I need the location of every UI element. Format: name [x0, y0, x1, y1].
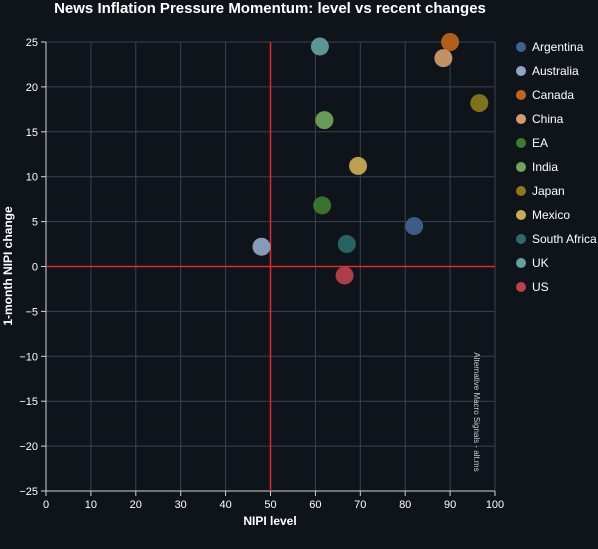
legend-label: South Africa: [532, 232, 597, 246]
legend-marker: [516, 114, 526, 124]
x-tick-label: 100: [486, 499, 504, 511]
legend-item-japan[interactable]: Japan: [516, 184, 565, 198]
y-tick-label: −5: [25, 306, 38, 318]
legend-marker: [516, 258, 526, 268]
x-axis-ticks: 0 10 20 30 40 50 60 70 80 90 100: [43, 491, 504, 511]
legend-marker: [516, 282, 526, 292]
legend-marker: [516, 66, 526, 76]
x-tick-label: 40: [219, 499, 231, 511]
legend: Argentina Australia Canada China EA India Japa…: [516, 40, 597, 294]
x-tick-label: 30: [175, 499, 187, 511]
legend-label: UK: [532, 256, 549, 270]
y-tick-label: −20: [19, 441, 38, 453]
y-tick-label: 25: [26, 37, 38, 49]
y-axis-title: 1-month NIPI change: [1, 206, 15, 326]
legend-marker: [516, 186, 526, 196]
legend-label: Japan: [532, 184, 565, 198]
y-tick-label: 10: [26, 172, 38, 184]
x-tick-label: 20: [130, 499, 142, 511]
chart-title: News Inflation Pressure Momentum: level …: [54, 0, 486, 17]
x-tick-label: 10: [85, 499, 97, 511]
legend-label: India: [532, 160, 558, 174]
point-south-africa[interactable]: [337, 235, 356, 254]
legend-label: Mexico: [532, 208, 570, 222]
x-axis-title: NIPI level: [243, 514, 296, 528]
point-mexico[interactable]: [349, 156, 368, 175]
x-tick-label: 50: [264, 499, 276, 511]
y-tick-label: −25: [19, 486, 38, 498]
legend-marker: [516, 138, 526, 148]
point-japan[interactable]: [470, 94, 489, 113]
y-tick-label: 15: [26, 127, 38, 139]
legend-label: US: [532, 280, 549, 294]
point-india[interactable]: [315, 111, 334, 130]
y-tick-label: 20: [26, 82, 38, 94]
point-argentina[interactable]: [405, 217, 424, 236]
legend-item-ea[interactable]: EA: [516, 136, 548, 150]
legend-marker: [516, 234, 526, 244]
legend-label: Argentina: [532, 40, 584, 54]
legend-item-india[interactable]: India: [516, 160, 558, 174]
legend-marker: [516, 210, 526, 220]
legend-label: EA: [532, 136, 548, 150]
data-points: [252, 33, 489, 285]
y-tick-label: −10: [19, 351, 38, 363]
point-australia[interactable]: [252, 237, 271, 256]
y-tick-label: 0: [32, 262, 38, 274]
x-tick-label: 70: [354, 499, 366, 511]
legend-item-canada[interactable]: Canada: [516, 88, 574, 102]
legend-item-argentina[interactable]: Argentina: [516, 40, 584, 54]
y-tick-label: −15: [19, 396, 38, 408]
point-ea[interactable]: [313, 196, 332, 215]
legend-marker: [516, 162, 526, 172]
x-tick-label: 90: [444, 499, 456, 511]
legend-item-mexico[interactable]: Mexico: [516, 208, 570, 222]
legend-label: China: [532, 112, 564, 126]
x-tick-label: 0: [43, 499, 49, 511]
legend-item-south-africa[interactable]: South Africa: [516, 232, 597, 246]
legend-label: Canada: [532, 88, 574, 102]
legend-item-uk[interactable]: UK: [516, 256, 549, 270]
x-tick-label: 60: [309, 499, 321, 511]
y-axis-ticks: 25 20 15 10 5 0 −5 −10 −15 −20 −25: [19, 37, 46, 498]
point-uk[interactable]: [310, 37, 329, 56]
legend-marker: [516, 90, 526, 100]
point-canada[interactable]: [441, 33, 460, 51]
legend-item-australia[interactable]: Australia: [516, 64, 579, 78]
point-china[interactable]: [434, 49, 453, 68]
point-us[interactable]: [335, 266, 354, 285]
reference-lines: [46, 42, 495, 491]
source-watermark: Alternative Macro Signals - alt.ms: [472, 352, 481, 471]
legend-label: Australia: [532, 64, 579, 78]
x-tick-label: 80: [399, 499, 411, 511]
y-tick-label: 5: [32, 217, 38, 229]
legend-marker: [516, 42, 526, 52]
legend-item-china[interactable]: China: [516, 112, 564, 126]
legend-item-us[interactable]: US: [516, 280, 549, 294]
